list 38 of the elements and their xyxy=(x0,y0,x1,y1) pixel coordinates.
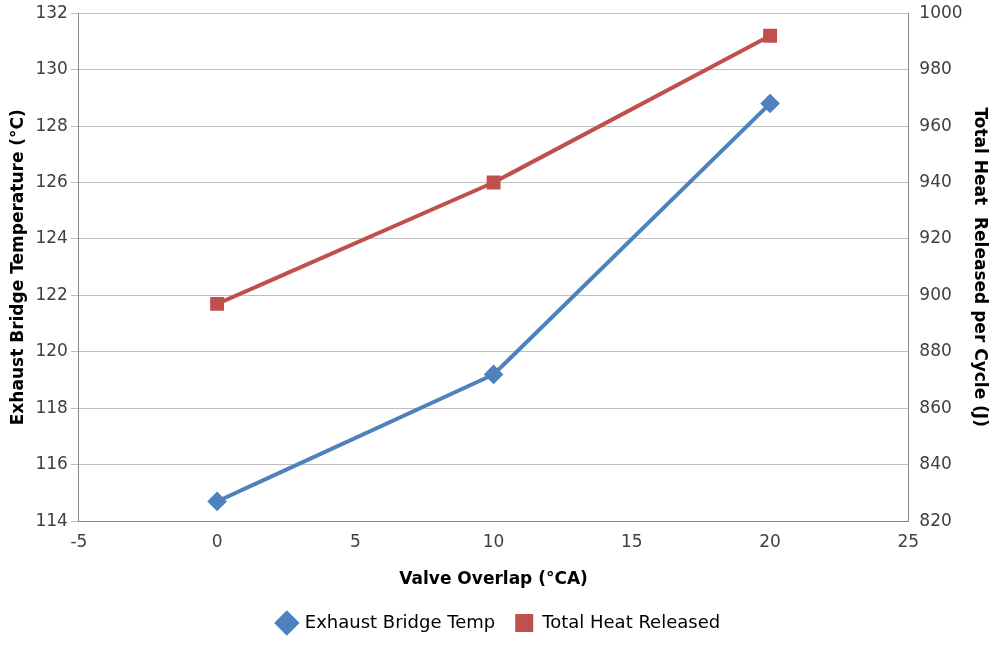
y2-tick-label: 820 xyxy=(919,509,952,530)
x-tick-label: 5 xyxy=(349,530,361,551)
x-tick-label: 10 xyxy=(482,530,505,551)
y2-tick-label: 960 xyxy=(919,114,952,135)
point xyxy=(210,296,225,311)
y-axis-title: Exhaust Bridge Temperature (°C) xyxy=(6,109,27,426)
y-tick-label: 126 xyxy=(35,170,68,191)
y-tick-label: 114 xyxy=(35,509,68,530)
y2-tick-label: 860 xyxy=(919,396,952,417)
y-tick-label: 118 xyxy=(35,396,68,417)
y-tick-label: 130 xyxy=(35,58,68,79)
y2-tick-label: 840 xyxy=(919,453,952,474)
point xyxy=(761,94,780,113)
point xyxy=(484,365,503,384)
x-tick-label: 25 xyxy=(897,530,920,551)
x-axis-title: Valve Overlap (°CA) xyxy=(399,568,588,589)
y-tick-label: 128 xyxy=(35,114,68,135)
y2-tick-label: 1000 xyxy=(919,1,963,22)
legend-label: Total Heat Released xyxy=(541,610,721,632)
y2-tick-label: 880 xyxy=(919,340,952,361)
y2-tick-label: 920 xyxy=(919,227,952,248)
y-tick-label: 120 xyxy=(35,340,68,361)
point xyxy=(208,492,227,511)
y2-tick-label: 940 xyxy=(919,170,952,191)
y-tick-label: 122 xyxy=(35,283,68,304)
x-tick-label: 0 xyxy=(211,530,223,551)
y2-tick-label: 980 xyxy=(919,58,952,79)
x-tick-label: 20 xyxy=(759,530,781,551)
y2-tick-label: 900 xyxy=(919,283,952,304)
y-tick-label: 124 xyxy=(35,227,68,248)
legend-label: Exhaust Bridge Temp xyxy=(304,610,496,632)
point xyxy=(486,175,501,190)
x-tick-label: -5 xyxy=(70,530,88,551)
y-tick-label: 116 xyxy=(35,453,68,474)
y2-axis-title: Total Heat Released per Cycle (J) xyxy=(971,107,992,427)
point xyxy=(763,28,778,43)
y-tick-label: 132 xyxy=(35,1,68,22)
x-tick-label: 15 xyxy=(621,530,643,551)
